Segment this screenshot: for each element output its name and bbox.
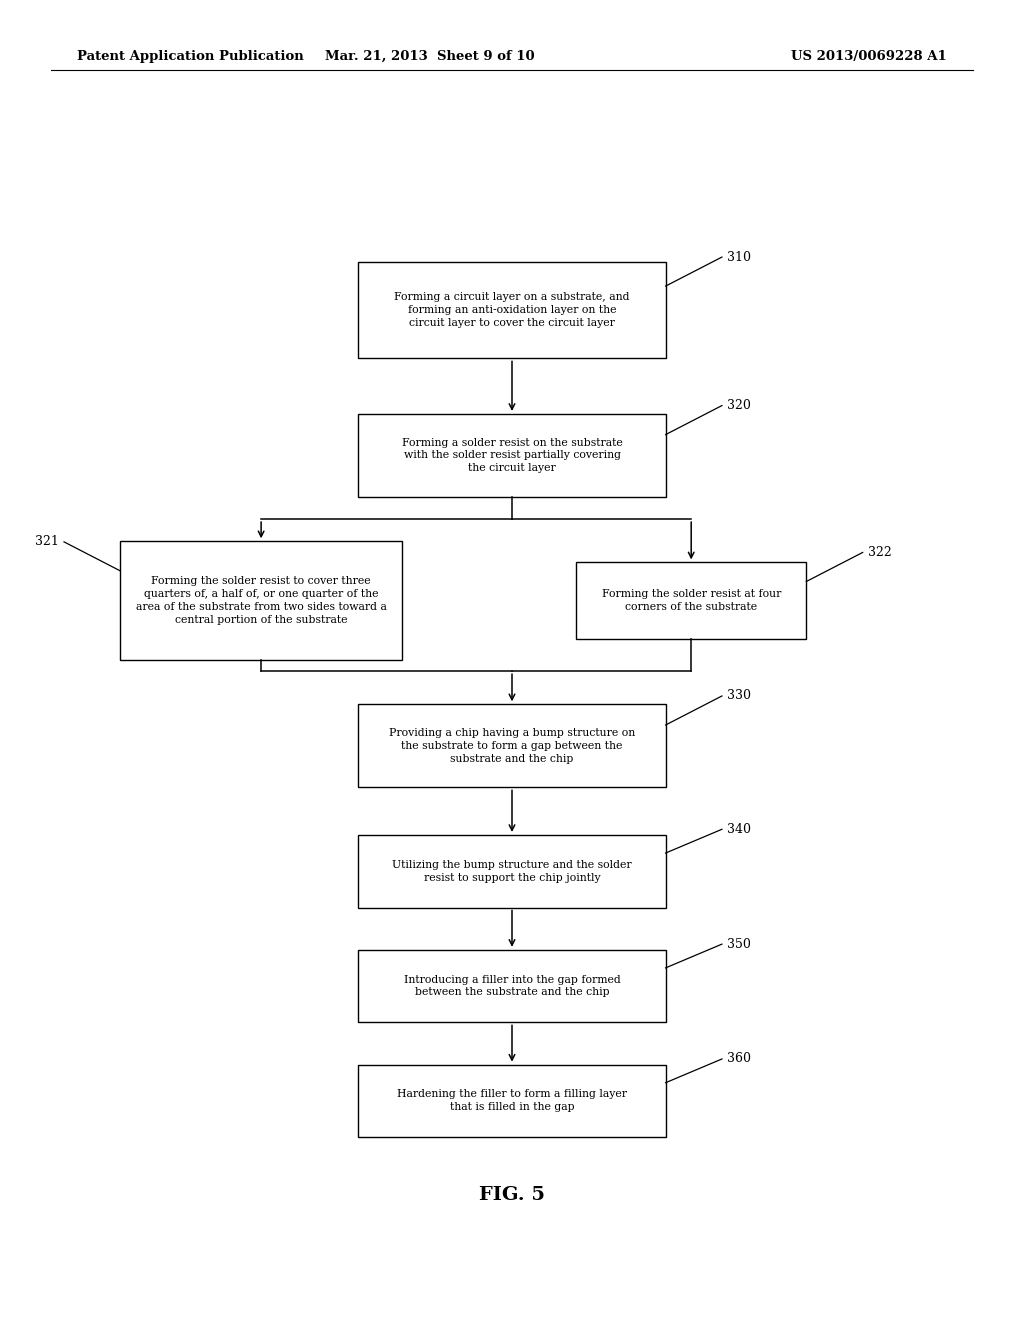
Text: Forming a solder resist on the substrate
with the solder resist partially coveri: Forming a solder resist on the substrate… (401, 438, 623, 473)
Text: Introducing a filler into the gap formed
between the substrate and the chip: Introducing a filler into the gap formed… (403, 974, 621, 998)
Text: US 2013/0069228 A1: US 2013/0069228 A1 (792, 50, 947, 63)
Text: Forming the solder resist to cover three
quarters of, a half of, or one quarter : Forming the solder resist to cover three… (136, 577, 386, 624)
Text: 350: 350 (727, 937, 751, 950)
Bar (575, 562, 807, 639)
Text: 360: 360 (727, 1052, 751, 1065)
Bar (358, 413, 666, 496)
Text: Hardening the filler to form a filling layer
that is filled in the gap: Hardening the filler to form a filling l… (397, 1089, 627, 1113)
Text: Forming a circuit layer on a substrate, and
forming an anti-oxidation layer on t: Forming a circuit layer on a substrate, … (394, 293, 630, 327)
Bar (358, 261, 666, 358)
Text: 320: 320 (727, 399, 751, 412)
Bar (358, 705, 666, 787)
Text: Providing a chip having a bump structure on
the substrate to form a gap between : Providing a chip having a bump structure… (389, 729, 635, 763)
Bar (358, 950, 666, 1022)
Text: Mar. 21, 2013  Sheet 9 of 10: Mar. 21, 2013 Sheet 9 of 10 (326, 50, 535, 63)
Text: Utilizing the bump structure and the solder
resist to support the chip jointly: Utilizing the bump structure and the sol… (392, 859, 632, 883)
Text: 340: 340 (727, 822, 751, 836)
Text: Patent Application Publication: Patent Application Publication (77, 50, 303, 63)
Text: 321: 321 (35, 536, 58, 548)
Text: 322: 322 (868, 546, 892, 558)
Text: Forming the solder resist at four
corners of the substrate: Forming the solder resist at four corner… (601, 589, 781, 612)
Bar (358, 836, 666, 908)
Bar (121, 541, 401, 660)
Bar (358, 1064, 666, 1137)
Text: 310: 310 (727, 251, 751, 264)
Text: FIG. 5: FIG. 5 (479, 1185, 545, 1204)
Text: 330: 330 (727, 689, 751, 702)
